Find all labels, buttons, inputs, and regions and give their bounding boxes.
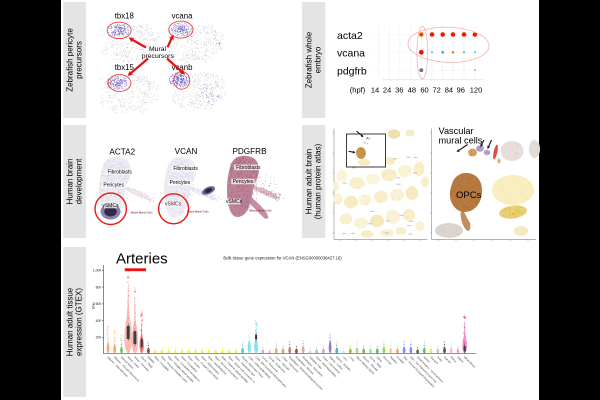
svg-text:PDGFRB: PDGFRB xyxy=(232,147,267,156)
svg-text:Mixed Mural Cells: Mixed Mural Cells xyxy=(250,209,272,213)
svg-text:60: 60 xyxy=(420,85,428,94)
svg-text:800: 800 xyxy=(96,285,102,289)
svg-text:14: 14 xyxy=(371,85,379,94)
svg-text:Prostate: Prostate xyxy=(396,355,406,365)
svg-text:Fibroblasts: Fibroblasts xyxy=(107,169,132,175)
svg-text:600: 600 xyxy=(96,302,102,306)
svg-text:84: 84 xyxy=(445,85,453,94)
svg-text:Mixed Mural Cells: Mixed Mural Cells xyxy=(187,210,209,214)
svg-text:embryo: embryo xyxy=(313,46,322,73)
svg-text:vSMCs: vSMCs xyxy=(102,203,119,209)
svg-text:Bladder: Bladder xyxy=(147,355,156,364)
svg-text:Ovary: Ovary xyxy=(375,355,383,363)
svg-text:48: 48 xyxy=(408,85,416,94)
svg-text:VCAN: VCAN xyxy=(175,147,198,156)
svg-text:pdgfrb: pdgfrb xyxy=(337,65,367,77)
svg-text:Human brain: Human brain xyxy=(65,159,74,205)
svg-text:expression (GTEX): expression (GTEX) xyxy=(74,288,83,356)
svg-text:Vascular: Vascular xyxy=(439,126,474,136)
svg-text:Pericytes: Pericytes xyxy=(103,183,124,189)
svg-text:TPM: TPM xyxy=(92,302,96,309)
svg-text:Human adult tissue: Human adult tissue xyxy=(65,287,74,356)
svg-text:400: 400 xyxy=(96,319,102,323)
svg-text:Fibroblasts: Fibroblasts xyxy=(236,165,261,171)
svg-text:Pericytes: Pericytes xyxy=(170,180,191,186)
svg-text:Zebrafish pericyte: Zebrafish pericyte xyxy=(65,28,74,92)
svg-text:(human protein atlas): (human protein atlas) xyxy=(313,143,322,219)
svg-text:precursors: precursors xyxy=(74,41,83,79)
svg-text:(hpf): (hpf) xyxy=(350,85,366,94)
svg-text:vcana: vcana xyxy=(337,48,365,60)
svg-text:Pancreas: Pancreas xyxy=(382,355,393,366)
svg-text:Zebrafish whole: Zebrafish whole xyxy=(304,31,313,88)
svg-text:tbx15: tbx15 xyxy=(115,63,135,72)
svg-text:Bulk tissue gene expression fo: Bulk tissue gene expression for VCAN (EN… xyxy=(223,255,342,260)
svg-text:36: 36 xyxy=(395,85,403,94)
svg-text:acta2: acta2 xyxy=(337,30,363,42)
svg-text:Lung: Lung xyxy=(349,355,356,362)
svg-text:Pericytes: Pericytes xyxy=(233,179,254,185)
svg-text:vSMCs: vSMCs xyxy=(165,202,182,208)
svg-text:Fibroblasts: Fibroblasts xyxy=(173,166,198,172)
svg-text:96: 96 xyxy=(457,85,465,94)
svg-text:Arteries: Arteries xyxy=(116,251,168,268)
svg-text:72: 72 xyxy=(433,85,441,94)
svg-text:development: development xyxy=(74,158,83,205)
svg-text:OPCs: OPCs xyxy=(456,190,482,201)
svg-text:Stomach: Stomach xyxy=(429,355,439,365)
svg-text:Mural: Mural xyxy=(149,46,166,53)
svg-text:Liver: Liver xyxy=(342,355,349,362)
svg-text:precursors: precursors xyxy=(142,53,175,60)
svg-text:1,000: 1,000 xyxy=(93,269,102,273)
svg-text:Mixed Mural Cells: Mixed Mural Cells xyxy=(131,211,153,215)
svg-text:vcana: vcana xyxy=(172,12,193,21)
svg-text:Thyroid: Thyroid xyxy=(443,355,452,364)
svg-text:Vagina: Vagina xyxy=(456,355,465,364)
svg-text:Spleen: Spleen xyxy=(423,355,432,364)
svg-text:ACTA2: ACTA2 xyxy=(109,148,135,157)
svg-text:Testis: Testis xyxy=(436,355,444,363)
svg-text:mural cells: mural cells xyxy=(439,135,483,145)
svg-text:vSMCs: vSMCs xyxy=(226,199,243,205)
svg-text:vcanb: vcanb xyxy=(172,63,193,72)
svg-text:Human adult brain: Human adult brain xyxy=(304,149,313,214)
svg-text:120: 120 xyxy=(470,85,483,94)
svg-text:24: 24 xyxy=(383,85,391,94)
svg-text:Uterus: Uterus xyxy=(449,355,458,364)
svg-text:Pituitary: Pituitary xyxy=(389,355,399,365)
svg-text:200: 200 xyxy=(96,336,102,340)
svg-text:tbx18: tbx18 xyxy=(115,12,134,21)
